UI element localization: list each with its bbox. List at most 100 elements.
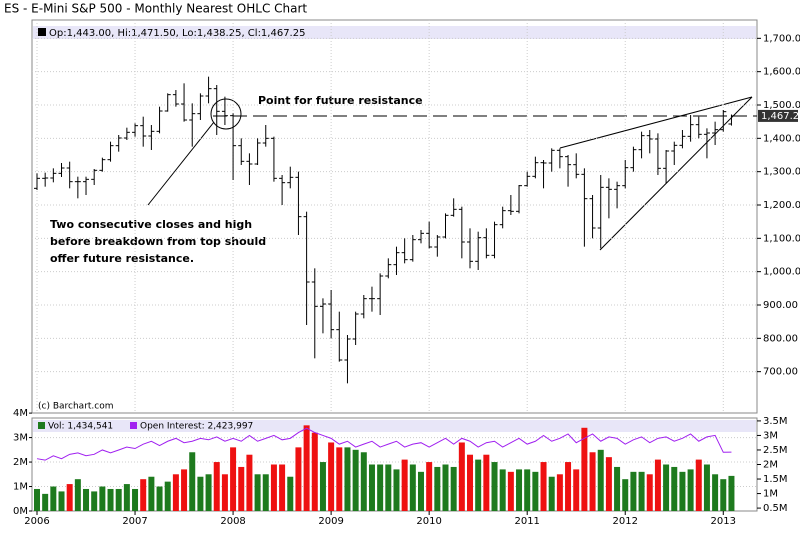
y-tick-label: 1,200.00 [763,200,800,211]
volume-bar [475,459,482,511]
price-header [33,26,756,39]
y-tick-label: 1,000.00 [763,267,800,278]
volume-bar [123,484,130,511]
volume-bar [311,432,318,511]
volume-bar [548,476,555,511]
volume-bar [270,464,277,511]
y-tick-label: 1,300.00 [763,167,800,178]
volume-bar [614,466,621,511]
x-tick-label: 2009 [318,516,343,527]
volume-bar [687,469,694,511]
volume-bar [401,459,408,511]
volume-bar [483,454,490,511]
volume-bar [352,449,359,511]
y-tick-label: 800.00 [763,333,798,344]
x-tick-label: 2010 [416,516,441,527]
last-price-label: 1,467.25 [761,111,800,122]
volume-bar [344,447,351,511]
volume-bar [622,479,629,511]
y-tick-label: 1,100.00 [763,233,800,244]
y2-tick-label: 2.5M [763,445,788,456]
volume-bar [303,425,310,511]
volume-bar [524,469,531,511]
volume-bar [703,464,710,511]
volume-bar [426,462,433,511]
volume-bar [115,488,122,511]
volume-bar [213,462,220,511]
volume-bar [83,488,90,511]
volume-bar [66,484,73,511]
y2-tick-label: 3.5M [763,416,788,427]
volume-bar [319,462,326,511]
volume-bar [34,488,40,511]
volume-bar [328,442,335,511]
volume-bar [336,447,343,511]
volume-bar [377,464,384,511]
header-swatch [38,28,46,36]
volume-bar [638,471,645,511]
volume-bar [238,466,245,511]
volume-bar [409,464,416,511]
annotation: Two consecutive closes and high [50,218,252,231]
volume-bar [605,457,612,511]
volume-bar [360,452,367,511]
y-tick-label: 4M [13,408,28,419]
y-tick-label: 0M [13,506,28,517]
volume-bar [246,454,253,511]
volume-bar [368,464,375,511]
x-tick-label: 2007 [122,516,147,527]
volume-bar [467,454,474,511]
volume-bar [516,469,523,511]
volume-bar [107,488,114,511]
volume-bar [434,466,441,511]
volume-bar [507,471,514,511]
volume-bar [671,466,678,511]
pointer-line [147,121,215,206]
volume-bar [189,452,196,511]
volume-bar [417,471,424,511]
y-tick-label: 3M [13,433,28,444]
x-tick-label: 2011 [514,516,539,527]
price-panel [31,19,758,414]
volume-bar [728,475,735,511]
volume-bar [287,476,294,511]
volume-bar [172,474,179,511]
x-tick-label: 2013 [711,516,736,527]
volume-bar [164,481,171,511]
x-tick-label: 2006 [24,516,49,527]
volume-bar [230,447,237,511]
volume-bar [91,491,98,511]
volume-bar [663,464,670,511]
volume-bar [573,469,580,511]
y-tick-label: 1M [13,482,28,493]
volume-bar [556,474,563,511]
volume-bar [581,427,588,511]
last-price-box [758,109,798,122]
volume-bar [197,476,204,511]
volume-bar [140,479,147,511]
volume-bar [385,464,392,511]
y-tick-label: 2M [13,457,28,468]
legend-swatch [130,422,137,429]
price-header-label: Op:1,443.00, Hi:1,471.50, Lo:1,438.25, C… [49,28,305,39]
volume-bar [540,462,547,511]
volume-bar [262,474,269,511]
annotation: Point for future resistance [258,94,423,107]
volume-bar [205,474,212,511]
credit: (c) Barchart.com [38,402,114,412]
y-tick-label: 1,700.00 [763,33,800,44]
x-tick-label: 2008 [220,516,245,527]
x-tick-label: 2012 [613,516,638,527]
annotation: before breakdown from top should [50,235,266,248]
annotation: offer future resistance. [50,252,194,265]
y2-tick-label: 2M [763,460,778,471]
legend-swatch [38,422,45,429]
volume-bar [279,464,286,511]
volume-bar [295,447,302,511]
legend-label: Vol: 1,434,541 [48,422,113,432]
y-tick-label: 700.00 [763,367,798,378]
volume-bar [393,469,400,511]
volume-bar [646,474,653,511]
highlight-circle [210,98,242,130]
